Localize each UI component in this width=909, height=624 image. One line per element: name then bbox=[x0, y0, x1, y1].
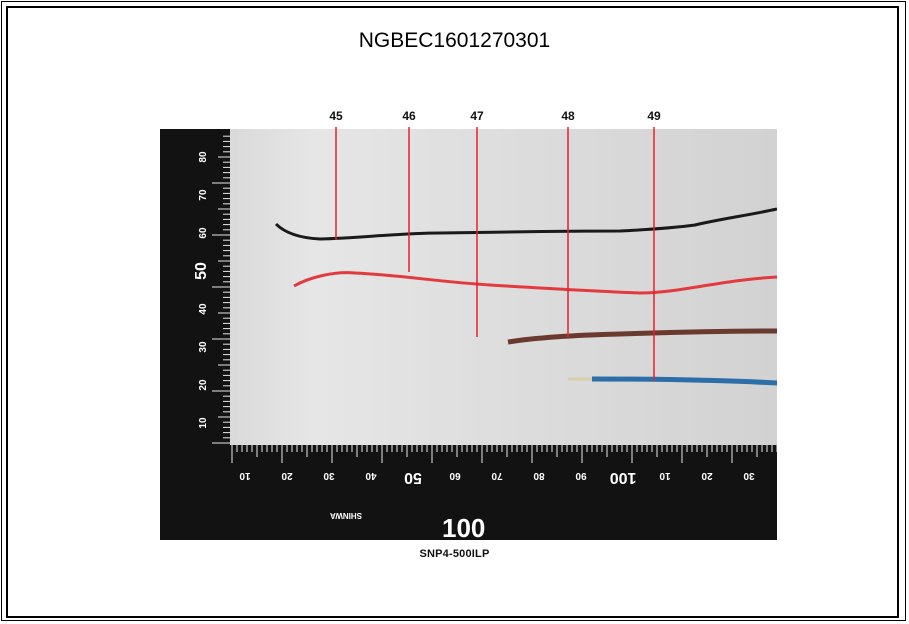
inner-frame bbox=[6, 6, 899, 618]
horizontal-ruler-labels: 10 20 30 40 50 60 70 80 90 100 10 20 30 bbox=[239, 469, 755, 486]
vertical-ruler-label: 50 bbox=[193, 262, 210, 280]
horizontal-ruler-label: 60 bbox=[449, 470, 461, 481]
horizontal-ruler-label: 90 bbox=[575, 470, 587, 481]
marker-labels: 45 46 47 48 49 bbox=[329, 109, 661, 123]
horizontal-ruler-label: 70 bbox=[491, 470, 503, 481]
vertical-ruler-label: 60 bbox=[198, 227, 209, 239]
vertical-ruler-label: 20 bbox=[198, 379, 209, 391]
horizontal-ruler-label: 30 bbox=[743, 470, 755, 481]
marker-label-46: 46 bbox=[402, 109, 416, 123]
marker-label-47: 47 bbox=[470, 109, 484, 123]
red-wire bbox=[293, 271, 777, 295]
horizontal-ruler-label: 50 bbox=[404, 469, 422, 486]
vertical-ruler-label: 80 bbox=[198, 151, 209, 163]
horizontal-ruler-label: 20 bbox=[701, 470, 713, 481]
blue-wire bbox=[591, 376, 777, 386]
marker-lines bbox=[335, 127, 655, 381]
vertical-ruler-labels: 80 70 60 50 40 30 20 10 bbox=[193, 151, 210, 429]
vertical-ruler-label: 10 bbox=[198, 417, 209, 429]
horizontal-ruler-label: 80 bbox=[533, 470, 545, 481]
horizontal-ruler bbox=[160, 445, 777, 540]
horizontal-ruler-label: 100 bbox=[610, 469, 637, 486]
ruler-brand-label: SHINWA bbox=[330, 511, 362, 520]
horizontal-ruler-label: 40 bbox=[365, 470, 377, 481]
horizontal-ruler-label: 30 bbox=[323, 470, 335, 481]
vertical-ruler-label: 30 bbox=[198, 341, 209, 353]
vertical-ruler-label: 70 bbox=[198, 189, 209, 201]
sample-caption: SNP4-500ILP bbox=[419, 548, 490, 560]
marker-label-48: 48 bbox=[561, 109, 575, 123]
horizontal-ruler-ticks bbox=[231, 445, 777, 463]
marker-label-49: 49 bbox=[647, 109, 661, 123]
vertical-ruler-label: 40 bbox=[198, 303, 209, 315]
horizontal-ruler-label: 10 bbox=[239, 470, 251, 481]
photo-top-band bbox=[160, 105, 777, 129]
document-title: NGBEC1601270301 bbox=[358, 29, 551, 52]
vertical-ruler-ticks bbox=[212, 135, 230, 444]
black-wire bbox=[274, 207, 777, 241]
brown-wire bbox=[507, 328, 777, 345]
horizontal-ruler-label: 10 bbox=[659, 470, 671, 481]
ruler-large-figure: 100 bbox=[442, 513, 485, 540]
marker-label-45: 45 bbox=[329, 109, 343, 123]
horizontal-ruler-label: 20 bbox=[281, 470, 293, 481]
